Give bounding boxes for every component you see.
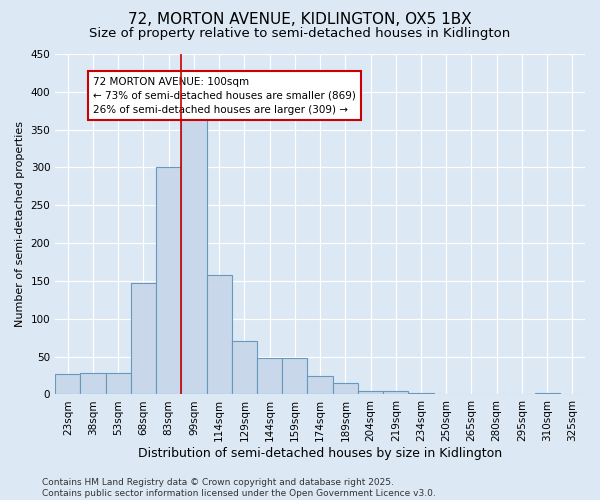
Bar bbox=[156, 168, 181, 394]
Bar bbox=[206, 275, 232, 394]
Bar bbox=[332, 383, 358, 394]
X-axis label: Distribution of semi-detached houses by size in Kidlington: Distribution of semi-detached houses by … bbox=[138, 447, 502, 460]
Bar bbox=[257, 358, 282, 395]
Bar bbox=[181, 114, 206, 394]
Bar bbox=[80, 372, 106, 394]
Bar bbox=[307, 376, 332, 394]
Bar bbox=[55, 374, 80, 394]
Bar bbox=[535, 393, 560, 394]
Bar bbox=[131, 283, 156, 395]
Bar bbox=[106, 372, 131, 394]
Bar bbox=[409, 393, 434, 394]
Bar bbox=[383, 390, 409, 394]
Bar bbox=[282, 358, 307, 395]
Bar bbox=[232, 342, 257, 394]
Y-axis label: Number of semi-detached properties: Number of semi-detached properties bbox=[15, 121, 25, 327]
Text: 72 MORTON AVENUE: 100sqm
← 73% of semi-detached houses are smaller (869)
26% of : 72 MORTON AVENUE: 100sqm ← 73% of semi-d… bbox=[93, 76, 356, 114]
Text: Contains HM Land Registry data © Crown copyright and database right 2025.
Contai: Contains HM Land Registry data © Crown c… bbox=[42, 478, 436, 498]
Text: 72, MORTON AVENUE, KIDLINGTON, OX5 1BX: 72, MORTON AVENUE, KIDLINGTON, OX5 1BX bbox=[128, 12, 472, 28]
Bar bbox=[358, 390, 383, 394]
Text: Size of property relative to semi-detached houses in Kidlington: Size of property relative to semi-detach… bbox=[89, 28, 511, 40]
